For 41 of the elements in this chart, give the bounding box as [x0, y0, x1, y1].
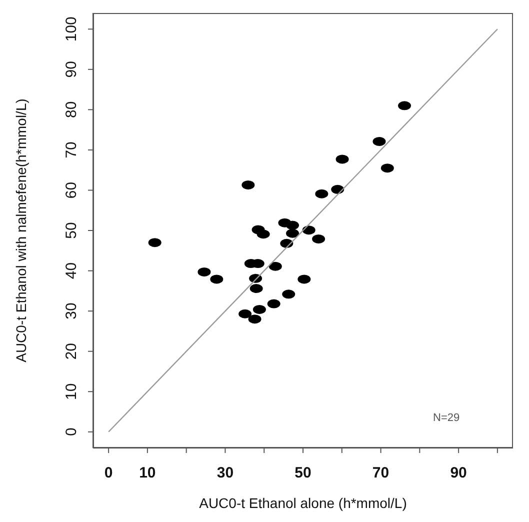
- point: [210, 274, 224, 284]
- y-tick-label: 50: [63, 222, 80, 239]
- point: [238, 309, 252, 318]
- point: [248, 314, 262, 324]
- y-tick-label: 60: [63, 182, 80, 199]
- y-tick-label: 70: [63, 142, 80, 158]
- point: [148, 238, 162, 248]
- point: [198, 267, 211, 276]
- y-tick-label: 30: [63, 302, 80, 320]
- point: [372, 136, 386, 146]
- point: [298, 274, 311, 284]
- y-axis-title: AUC0-t Ethanol with nalmefene(h*mmol/L): [12, 98, 29, 362]
- x-tick-label: 10: [139, 464, 156, 482]
- x-tick-label: 50: [294, 464, 312, 482]
- x-tick-label: 90: [450, 464, 467, 482]
- y-tick-label: 80: [63, 101, 80, 118]
- point: [336, 154, 349, 164]
- annotation: N=29: [433, 412, 460, 424]
- point: [286, 220, 299, 230]
- point: [267, 299, 280, 308]
- x-tick-label: 0: [104, 464, 113, 482]
- y-tick-label: 40: [63, 262, 80, 280]
- point: [256, 230, 270, 239]
- y-tick-label: 0: [63, 428, 80, 436]
- point: [312, 234, 326, 244]
- point: [252, 304, 266, 314]
- point: [268, 262, 282, 271]
- y-tick-label: 100: [63, 16, 80, 42]
- point: [242, 180, 255, 190]
- point: [380, 164, 394, 173]
- x-tick-label: 70: [372, 464, 390, 482]
- point: [398, 101, 411, 110]
- x-tick-label: 30: [216, 464, 234, 482]
- y-tick-label: 90: [63, 61, 80, 78]
- y-tick-label: 10: [63, 383, 80, 400]
- y-tick-label: 20: [63, 342, 80, 360]
- point: [302, 226, 316, 235]
- point: [286, 228, 299, 238]
- point: [282, 290, 296, 299]
- x-axis-title: AUC0-t Ethanol alone (h*mmol/L): [199, 495, 407, 511]
- point: [315, 189, 328, 198]
